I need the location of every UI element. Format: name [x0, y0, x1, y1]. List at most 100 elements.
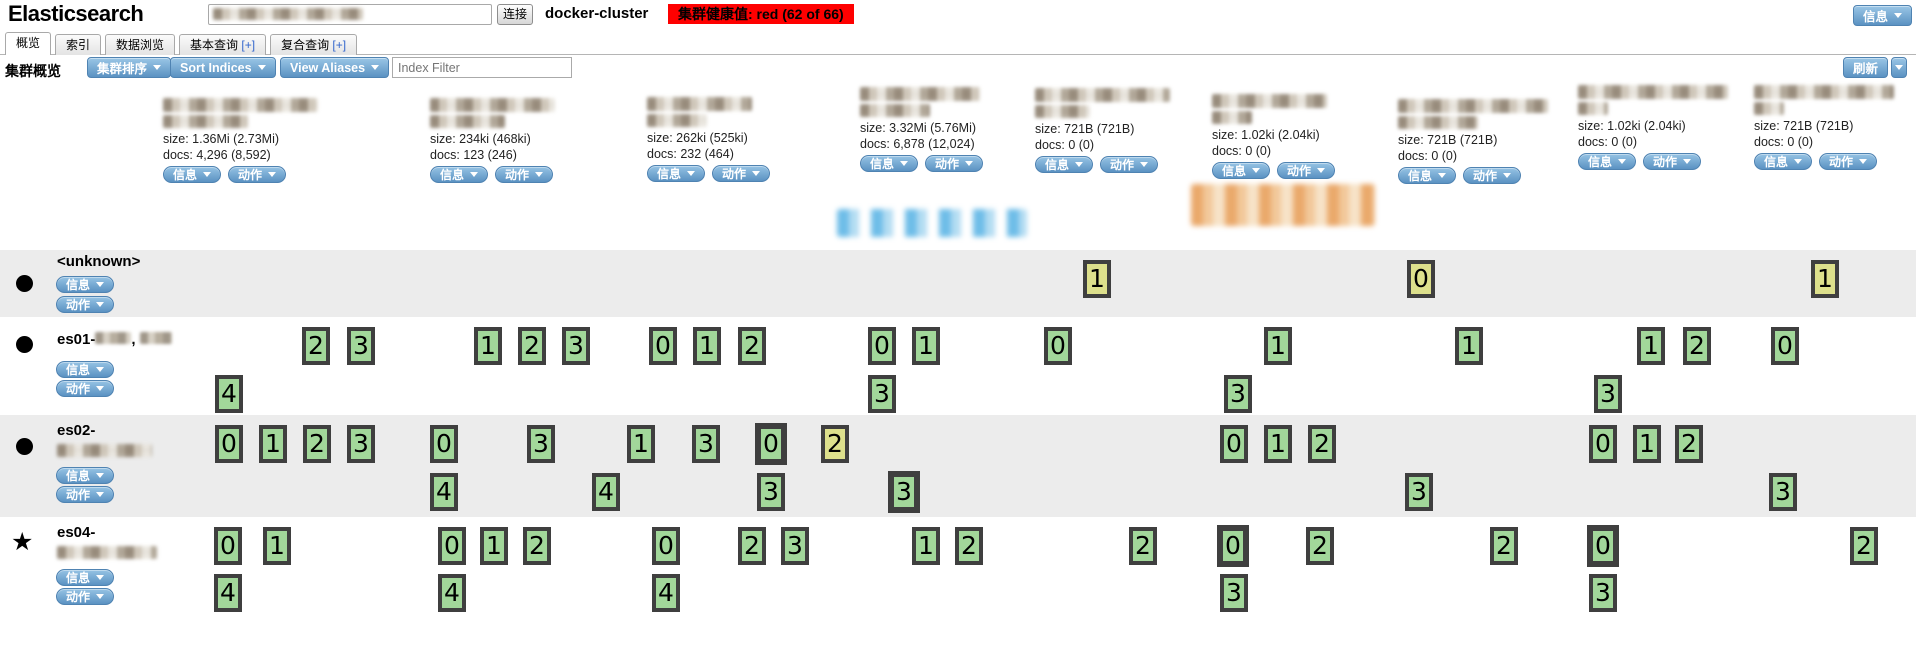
- action-dropdown-button[interactable]: 动作: [56, 486, 115, 503]
- info-dropdown-button[interactable]: 信息: [1398, 167, 1457, 184]
- action-dropdown-button[interactable]: 动作: [56, 296, 115, 313]
- shard-box[interactable]: 3: [868, 375, 896, 413]
- shard-box[interactable]: 1: [1083, 260, 1111, 298]
- shard-box[interactable]: 3: [692, 425, 720, 463]
- info-dropdown-button[interactable]: 信息: [56, 467, 115, 484]
- info-dropdown-button[interactable]: 信息: [430, 166, 489, 183]
- shard-box[interactable]: 3: [1224, 375, 1252, 413]
- shard-box[interactable]: 3: [347, 327, 375, 365]
- refresh-dropdown-button[interactable]: [1891, 57, 1907, 78]
- info-dropdown-button[interactable]: 信息: [1578, 153, 1637, 170]
- shard-box[interactable]: 3: [1594, 375, 1622, 413]
- tab-indices[interactable]: 索引: [55, 34, 102, 56]
- info-dropdown-button[interactable]: 信息: [163, 166, 222, 183]
- shard-box[interactable]: 3: [781, 527, 809, 565]
- shard-box[interactable]: 1: [259, 425, 287, 463]
- shard-box[interactable]: 0: [1771, 327, 1799, 365]
- shard-box[interactable]: 0: [1589, 425, 1617, 463]
- shard-box[interactable]: 3: [757, 473, 785, 511]
- shard-box[interactable]: 1: [1637, 327, 1665, 365]
- shard-box[interactable]: 2: [518, 327, 546, 365]
- shard-box[interactable]: 1: [1811, 260, 1839, 298]
- view-aliases-button[interactable]: View Aliases: [280, 57, 390, 78]
- shard-box[interactable]: 2: [303, 425, 331, 463]
- tab-overview[interactable]: 概览: [5, 32, 52, 56]
- shard-box[interactable]: 2: [955, 527, 983, 565]
- shard-box[interactable]: 4: [430, 473, 458, 511]
- shard-box[interactable]: 4: [438, 574, 466, 612]
- tab-compound-query[interactable]: 复合查询 [+]: [270, 34, 358, 56]
- shard-box[interactable]: 0: [215, 425, 243, 463]
- shard-box[interactable]: 3: [347, 425, 375, 463]
- action-dropdown-button[interactable]: 动作: [1100, 156, 1159, 173]
- host-input[interactable]: [208, 4, 492, 25]
- shard-box[interactable]: 3: [888, 471, 920, 513]
- shard-box[interactable]: 0: [1217, 525, 1249, 567]
- shard-box[interactable]: 1: [627, 425, 655, 463]
- shard-box[interactable]: 2: [1308, 425, 1336, 463]
- shard-box[interactable]: 0: [755, 423, 787, 465]
- shard-box[interactable]: 3: [527, 425, 555, 463]
- info-dropdown-button[interactable]: 信息: [56, 276, 115, 293]
- shard-box[interactable]: 2: [1850, 527, 1878, 565]
- action-dropdown-button[interactable]: 动作: [495, 166, 554, 183]
- action-dropdown-button[interactable]: 动作: [925, 155, 984, 172]
- shard-box[interactable]: 0: [649, 327, 677, 365]
- shard-box[interactable]: 3: [1769, 473, 1797, 511]
- action-dropdown-button[interactable]: 动作: [56, 588, 115, 605]
- shard-box[interactable]: 1: [1264, 327, 1292, 365]
- shard-box[interactable]: 1: [912, 527, 940, 565]
- action-dropdown-button[interactable]: 动作: [228, 166, 287, 183]
- shard-box[interactable]: 1: [1455, 327, 1483, 365]
- tab-basic-query[interactable]: 基本查询 [+]: [179, 34, 267, 56]
- action-dropdown-button[interactable]: 动作: [712, 165, 771, 182]
- tab-browser[interactable]: 数据浏览: [105, 34, 176, 56]
- info-dropdown-button[interactable]: 信息: [1212, 162, 1271, 179]
- shard-box[interactable]: 2: [821, 425, 849, 463]
- shard-box[interactable]: 2: [523, 527, 551, 565]
- shard-box[interactable]: 4: [214, 574, 242, 612]
- shard-box[interactable]: 0: [430, 425, 458, 463]
- info-dropdown-button[interactable]: 信息: [647, 165, 706, 182]
- cluster-sort-button[interactable]: 集群排序: [87, 57, 172, 78]
- shard-box[interactable]: 2: [1129, 527, 1157, 565]
- index-filter-input[interactable]: [392, 57, 572, 78]
- sort-indices-button[interactable]: Sort Indices: [170, 57, 276, 78]
- shard-box[interactable]: 1: [263, 527, 291, 565]
- shard-box[interactable]: 0: [1044, 327, 1072, 365]
- shard-box[interactable]: 0: [1407, 260, 1435, 298]
- info-dropdown-button[interactable]: 信息: [860, 155, 919, 172]
- shard-box[interactable]: 2: [738, 327, 766, 365]
- action-dropdown-button[interactable]: 动作: [1277, 162, 1336, 179]
- shard-box[interactable]: 1: [480, 527, 508, 565]
- shard-box[interactable]: 4: [652, 574, 680, 612]
- shard-box[interactable]: 1: [912, 327, 940, 365]
- action-dropdown-button[interactable]: 动作: [1643, 153, 1702, 170]
- shard-box[interactable]: 3: [1589, 574, 1617, 612]
- shard-box[interactable]: 1: [1633, 425, 1661, 463]
- shard-box[interactable]: 2: [1683, 327, 1711, 365]
- shard-box[interactable]: 2: [738, 527, 766, 565]
- shard-box[interactable]: 1: [693, 327, 721, 365]
- action-dropdown-button[interactable]: 动作: [1819, 153, 1878, 170]
- shard-box[interactable]: 3: [1220, 574, 1248, 612]
- shard-box[interactable]: 2: [1306, 527, 1334, 565]
- shard-box[interactable]: 4: [592, 473, 620, 511]
- shard-box[interactable]: 0: [652, 527, 680, 565]
- shard-box[interactable]: 1: [474, 327, 502, 365]
- action-dropdown-button[interactable]: 动作: [1463, 167, 1522, 184]
- shard-box[interactable]: 1: [1264, 425, 1292, 463]
- shard-box[interactable]: 3: [1405, 473, 1433, 511]
- shard-box[interactable]: 2: [1675, 425, 1703, 463]
- info-dropdown-button[interactable]: 信息: [56, 569, 115, 586]
- shard-box[interactable]: 2: [1490, 527, 1518, 565]
- info-dropdown-button[interactable]: 信息: [1853, 5, 1913, 26]
- action-dropdown-button[interactable]: 动作: [56, 380, 115, 397]
- refresh-button[interactable]: 刷新: [1843, 57, 1889, 78]
- shard-box[interactable]: 0: [1587, 525, 1619, 567]
- shard-box[interactable]: 0: [438, 527, 466, 565]
- info-dropdown-button[interactable]: 信息: [56, 361, 115, 378]
- shard-box[interactable]: 2: [302, 327, 330, 365]
- shard-box[interactable]: 0: [1220, 425, 1248, 463]
- info-dropdown-button[interactable]: 信息: [1035, 156, 1094, 173]
